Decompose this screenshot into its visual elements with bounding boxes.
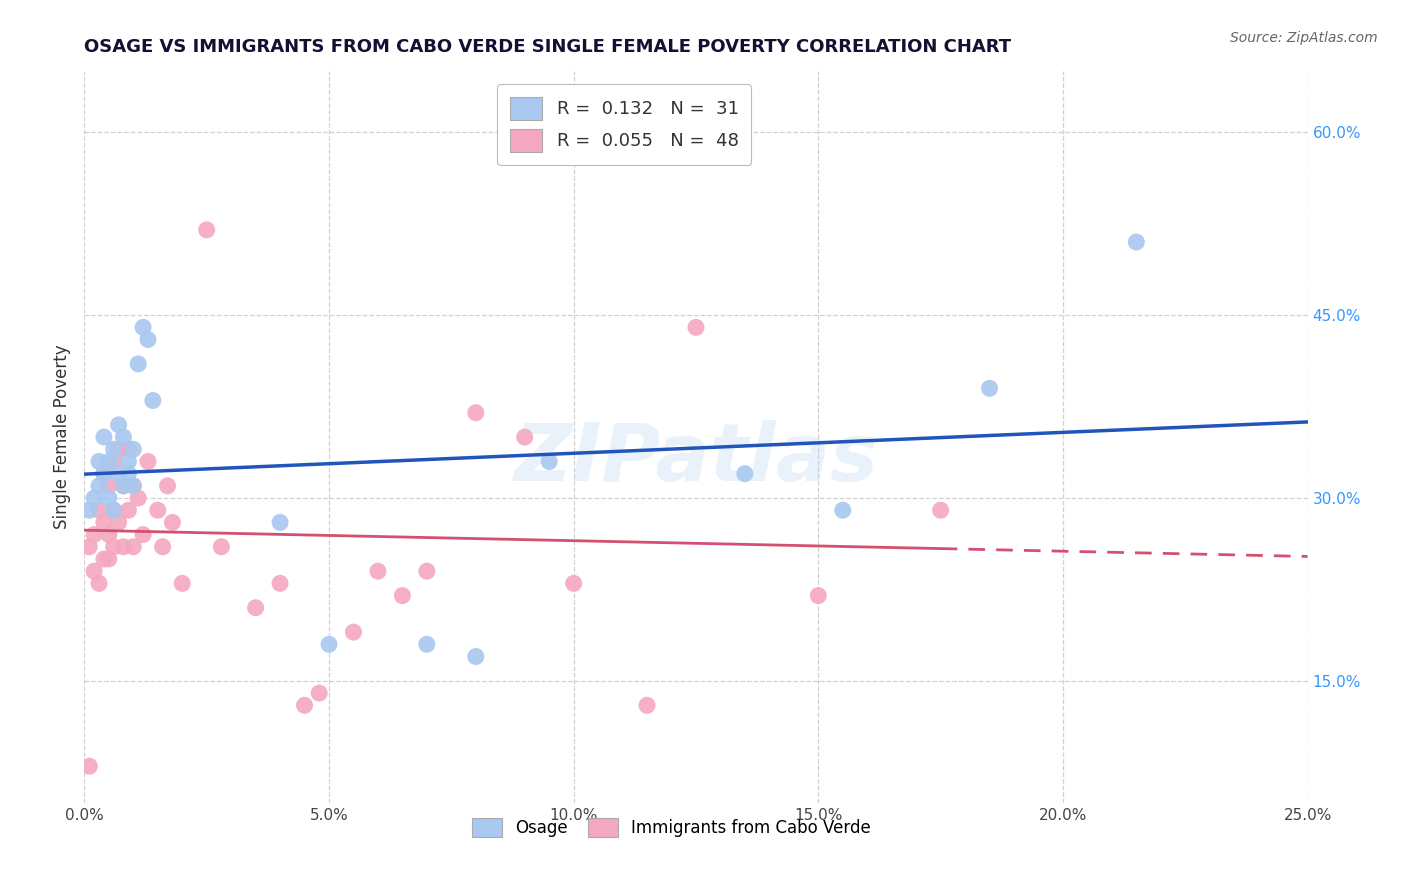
Point: [122, 442, 145, 457]
Point: [77, 759, 100, 773]
Text: Source: ZipAtlas.com: Source: ZipAtlas.com: [1230, 31, 1378, 45]
Point: [172, 576, 194, 591]
Text: ZIPatlas: ZIPatlas: [513, 420, 879, 498]
Point: [367, 564, 389, 578]
Point: [269, 576, 291, 591]
Point: [112, 479, 135, 493]
Point: [342, 625, 364, 640]
Point: [97, 454, 120, 468]
Point: [416, 637, 439, 651]
Point: [464, 649, 486, 664]
Point: [83, 564, 105, 578]
Point: [122, 479, 145, 493]
Point: [464, 406, 486, 420]
Point: [831, 503, 853, 517]
Point: [308, 686, 330, 700]
Point: [562, 576, 585, 591]
Point: [391, 589, 413, 603]
Point: [132, 527, 155, 541]
Point: [83, 527, 105, 541]
Point: [93, 516, 115, 530]
Point: [103, 503, 125, 517]
Point: [103, 442, 125, 457]
Point: [136, 333, 159, 347]
Point: [269, 516, 291, 530]
Point: [117, 442, 139, 457]
Point: [93, 467, 115, 481]
Point: [156, 479, 179, 493]
Point: [122, 540, 145, 554]
Point: [112, 479, 135, 493]
Point: [103, 454, 125, 468]
Point: [685, 320, 707, 334]
Point: [87, 454, 110, 468]
Point: [97, 491, 120, 505]
Point: [122, 479, 145, 493]
Legend: Osage, Immigrants from Cabo Verde: Osage, Immigrants from Cabo Verde: [464, 810, 879, 846]
Point: [87, 479, 110, 493]
Point: [93, 430, 115, 444]
Point: [245, 600, 267, 615]
Point: [112, 540, 135, 554]
Point: [636, 698, 658, 713]
Point: [734, 467, 756, 481]
Point: [127, 491, 149, 505]
Point: [416, 564, 439, 578]
Point: [294, 698, 316, 713]
Point: [112, 430, 135, 444]
Point: [107, 467, 129, 481]
Point: [77, 503, 100, 517]
Y-axis label: Single Female Poverty: Single Female Poverty: [53, 345, 72, 529]
Point: [979, 381, 1001, 395]
Point: [87, 576, 110, 591]
Point: [195, 223, 218, 237]
Point: [117, 454, 139, 468]
Point: [107, 417, 129, 432]
Point: [83, 491, 105, 505]
Point: [93, 552, 115, 566]
Point: [142, 393, 165, 408]
Point: [107, 516, 129, 530]
Point: [209, 540, 232, 554]
Point: [146, 503, 169, 517]
Point: [1125, 235, 1147, 249]
Point: [136, 454, 159, 468]
Point: [117, 503, 139, 517]
Point: [87, 503, 110, 517]
Point: [97, 527, 120, 541]
Point: [97, 479, 120, 493]
Point: [132, 320, 155, 334]
Point: [77, 540, 100, 554]
Point: [807, 589, 830, 603]
Point: [103, 503, 125, 517]
Point: [107, 442, 129, 457]
Point: [97, 552, 120, 566]
Point: [93, 467, 115, 481]
Point: [127, 357, 149, 371]
Point: [318, 637, 340, 651]
Point: [162, 516, 184, 530]
Point: [117, 467, 139, 481]
Point: [929, 503, 952, 517]
Point: [538, 454, 561, 468]
Point: [103, 540, 125, 554]
Point: [152, 540, 174, 554]
Point: [513, 430, 536, 444]
Text: OSAGE VS IMMIGRANTS FROM CABO VERDE SINGLE FEMALE POVERTY CORRELATION CHART: OSAGE VS IMMIGRANTS FROM CABO VERDE SING…: [84, 38, 1011, 56]
